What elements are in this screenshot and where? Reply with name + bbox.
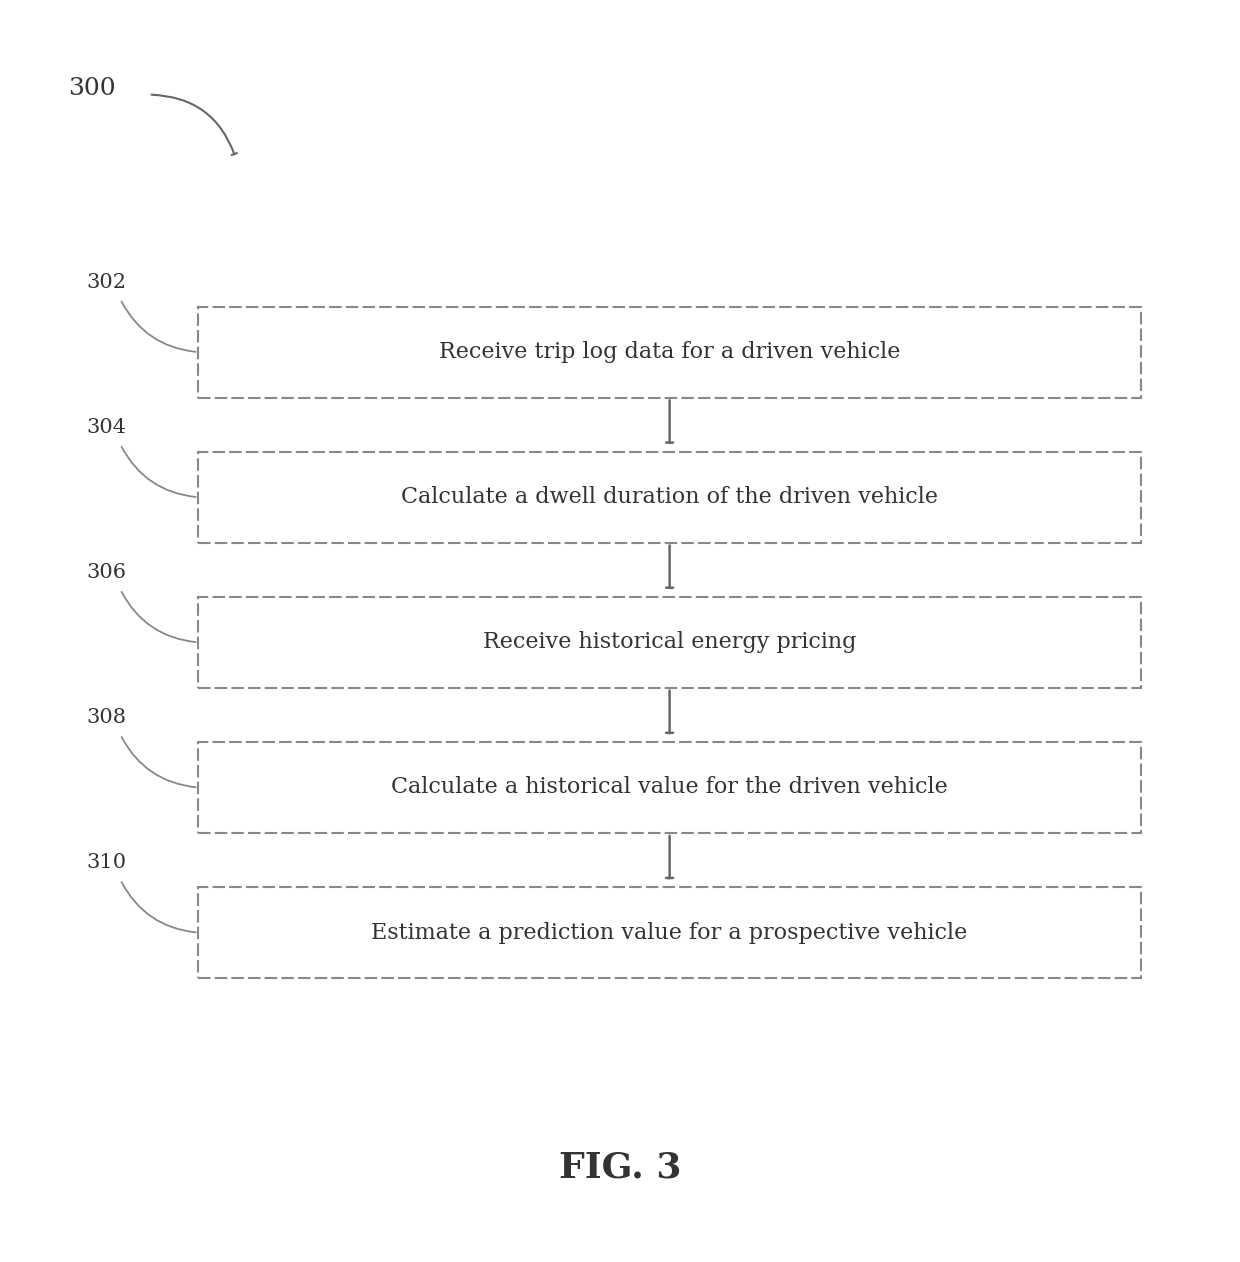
Bar <box>198 742 1141 833</box>
Text: Estimate a prediction value for a prospective vehicle: Estimate a prediction value for a prospe… <box>372 921 967 944</box>
Text: 308: 308 <box>87 708 126 727</box>
Bar <box>198 452 1141 543</box>
Text: 306: 306 <box>87 563 126 582</box>
Text: 310: 310 <box>87 853 126 872</box>
Text: Calculate a historical value for the driven vehicle: Calculate a historical value for the dri… <box>392 776 947 799</box>
Text: 304: 304 <box>87 418 126 437</box>
Text: Calculate a dwell duration of the driven vehicle: Calculate a dwell duration of the driven… <box>401 486 939 509</box>
Text: FIG. 3: FIG. 3 <box>559 1151 681 1184</box>
Bar <box>198 887 1141 978</box>
Bar <box>198 597 1141 688</box>
Text: 300: 300 <box>68 77 115 100</box>
Text: Receive historical energy pricing: Receive historical energy pricing <box>482 631 857 654</box>
Text: Receive trip log data for a driven vehicle: Receive trip log data for a driven vehic… <box>439 341 900 363</box>
Bar <box>198 307 1141 398</box>
Text: 302: 302 <box>87 273 126 292</box>
